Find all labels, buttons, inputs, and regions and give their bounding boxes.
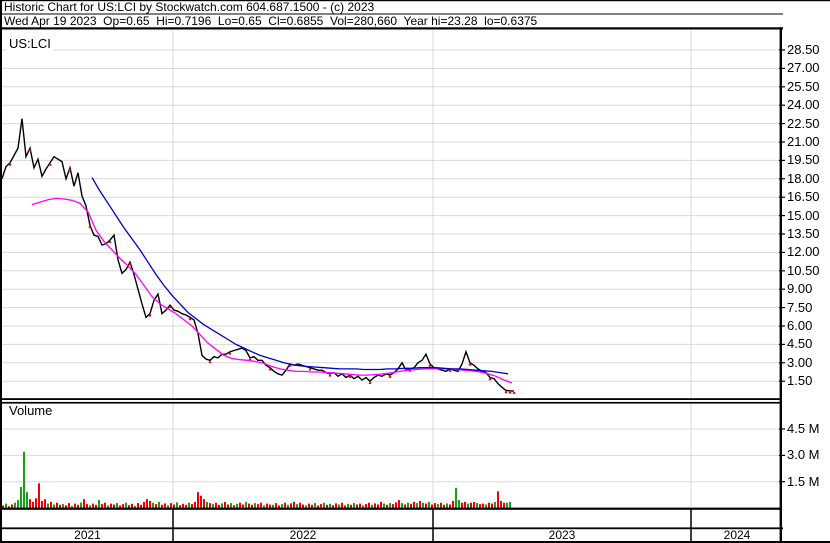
price-tick-label: 1.50	[787, 373, 813, 389]
price-tick-label: 7.50	[787, 299, 813, 315]
volume-panel-label: Volume	[7, 403, 55, 418]
price-tick-label: 12.00	[787, 244, 820, 260]
x-axis-year-label: 2022	[289, 528, 317, 542]
x-axis-year-label: 2024	[723, 528, 751, 542]
volume-tick-label: 4.5 M	[787, 421, 820, 436]
price-tick-label: 10.50	[787, 262, 820, 278]
price-tick-label: 25.50	[787, 78, 820, 94]
chart-header-quote-line: Wed Apr 19 2023 Op=0.65 Hi=0.7196 Lo=0.6…	[4, 14, 538, 28]
volume-tick-label: 1.5 M	[787, 473, 820, 489]
price-tick-label: 15.00	[787, 207, 820, 223]
price-tick-label: 22.50	[787, 115, 820, 131]
price-tick-label: 18.00	[787, 170, 820, 186]
price-tick-label: 16.50	[787, 189, 820, 205]
price-tick-label: 24.00	[787, 97, 820, 113]
price-tick-label: 9.00	[787, 281, 813, 297]
price-tick-label: 21.00	[787, 134, 820, 149]
price-tick-label: 13.50	[787, 226, 820, 241]
volume-tick-label: 3.0 M	[787, 447, 820, 463]
chart-header-title: Historic Chart for US:LCI by Stockwatch.…	[4, 0, 375, 14]
price-panel-symbol-label: US:LCI	[7, 36, 53, 51]
x-axis-year-label: 2021	[74, 528, 101, 542]
price-tick-label: 28.50	[787, 42, 820, 57]
price-tick-label: 6.00	[787, 318, 813, 333]
price-tick-label: 4.50	[787, 336, 813, 352]
price-tick-label: 3.00	[787, 354, 813, 370]
price-tick-label: 27.00	[787, 60, 820, 76]
price-tick-label: 19.50	[787, 152, 820, 168]
x-axis-year-label: 2023	[548, 528, 576, 542]
